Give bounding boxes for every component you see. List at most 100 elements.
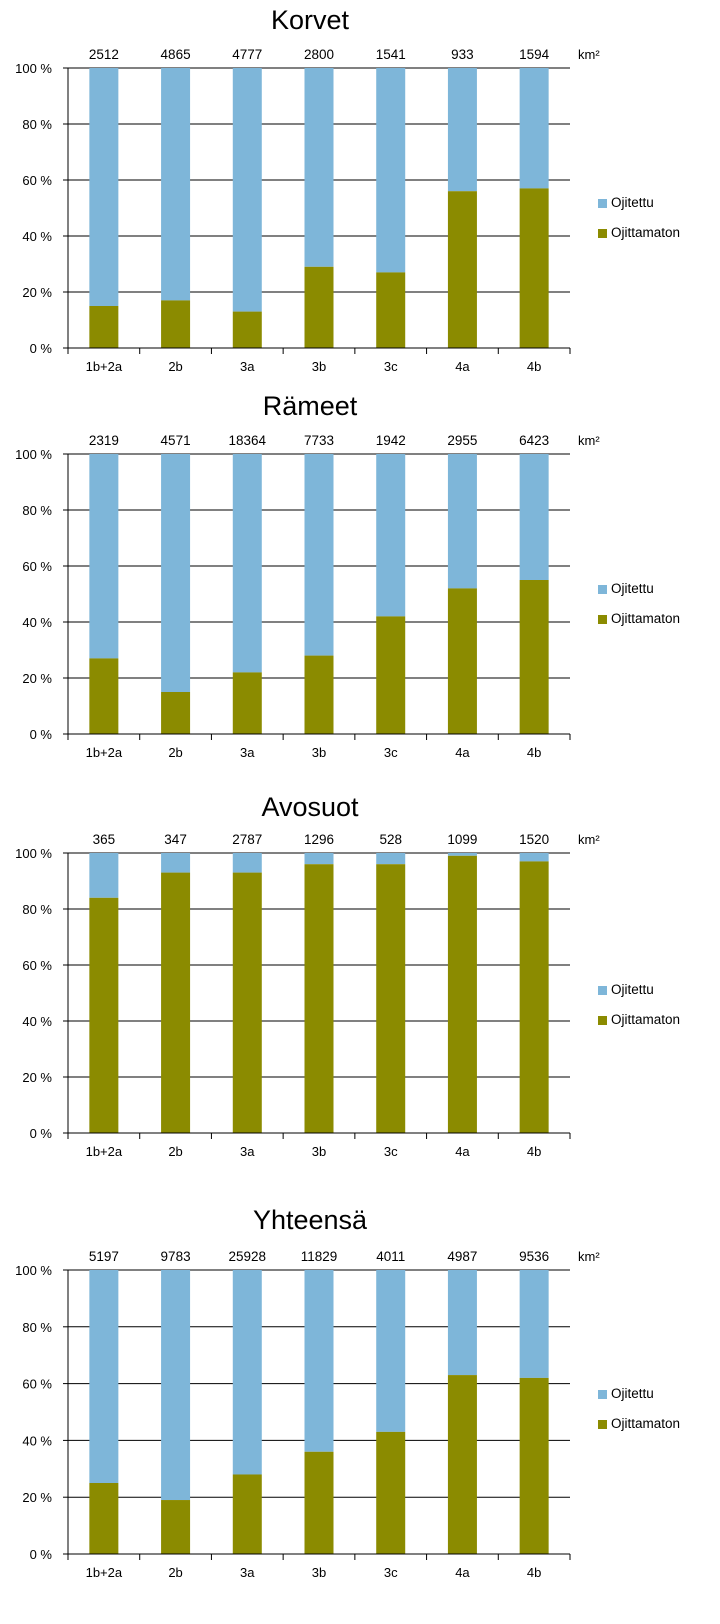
bar-segment-ojitettu <box>520 454 549 580</box>
y-tick-label: 100 % <box>15 447 52 462</box>
x-tick-label: 1b+2a <box>86 745 123 760</box>
x-tick-label: 1b+2a <box>86 359 123 374</box>
x-tick-label: 3a <box>240 745 255 760</box>
legend-swatch-ojittamaton <box>598 615 607 624</box>
bar-segment-ojittamaton <box>376 864 405 1133</box>
bar-segment-ojittamaton <box>89 306 118 348</box>
x-tick-label: 4b <box>527 1144 541 1159</box>
legend-item-ojittamaton: Ojittamaton <box>598 1005 680 1035</box>
bar-segment-ojittamaton <box>448 588 477 734</box>
x-tick-label: 3a <box>240 1144 255 1159</box>
bar-segment-ojittamaton <box>89 658 118 734</box>
x-tick-label: 3c <box>384 1144 398 1159</box>
x-tick-label: 2b <box>168 745 182 760</box>
total-label: 4011 <box>376 1249 405 1264</box>
legend-item-ojitettu: Ojitettu <box>598 1379 680 1409</box>
chart-panel-yhteensa: Yhteensä 0 % 20 % 40 % 60 % 80 % 100 % 1b+2a 51… <box>0 1192 720 1624</box>
y-tick-label: 80 % <box>22 1320 52 1335</box>
bar-segment-ojitettu <box>305 1270 334 1452</box>
total-label: 1594 <box>519 47 550 62</box>
bar-segment-ojitettu <box>448 853 477 856</box>
y-tick-label: 80 % <box>22 902 52 917</box>
bar-segment-ojittamaton <box>161 300 190 348</box>
legend-label: Ojitettu <box>611 574 654 604</box>
y-tick-label: 40 % <box>22 229 52 244</box>
y-tick-label: 80 % <box>22 117 52 132</box>
legend-label: Ojitettu <box>611 188 654 218</box>
bar-segment-ojittamaton <box>89 1483 118 1554</box>
x-tick-label: 3b <box>312 1565 326 1580</box>
legend-swatch-ojittamaton <box>598 229 607 238</box>
total-label: 7733 <box>304 433 334 448</box>
x-tick-label: 4a <box>455 1565 470 1580</box>
y-tick-label: 60 % <box>22 173 52 188</box>
legend-item-ojitettu: Ojitettu <box>598 574 680 604</box>
y-tick-label: 100 % <box>15 61 52 76</box>
bar-segment-ojitettu <box>161 1270 190 1500</box>
bar-segment-ojitettu <box>448 68 477 191</box>
y-tick-label: 40 % <box>22 1014 52 1029</box>
total-label: 2512 <box>89 47 119 62</box>
bar-segment-ojittamaton <box>448 1375 477 1554</box>
total-label: 1296 <box>304 832 334 847</box>
bar-segment-ojittamaton <box>448 856 477 1133</box>
legend-label: Ojittamaton <box>611 218 680 248</box>
bar-segment-ojitettu <box>161 853 190 873</box>
legend-label: Ojittamaton <box>611 1409 680 1439</box>
x-tick-label: 3a <box>240 1565 255 1580</box>
unit-label: km² <box>578 832 600 847</box>
legend-item-ojittamaton: Ojittamaton <box>598 1409 680 1439</box>
legend-item-ojittamaton: Ojittamaton <box>598 604 680 634</box>
bar-segment-ojitettu <box>520 853 549 861</box>
y-tick-label: 60 % <box>22 559 52 574</box>
legend-item-ojitettu: Ojitettu <box>598 188 680 218</box>
bar-segment-ojittamaton <box>305 864 334 1133</box>
bar-segment-ojitettu <box>89 454 118 658</box>
total-label: 6423 <box>519 433 549 448</box>
bar-segment-ojittamaton <box>233 672 262 734</box>
legend-label: Ojittamaton <box>611 1005 680 1035</box>
legend-swatch-ojittamaton <box>598 1420 607 1429</box>
legend-label: Ojitettu <box>611 1379 654 1409</box>
legend: Ojitettu Ojittamaton <box>598 975 680 1035</box>
bar-segment-ojitettu <box>448 454 477 588</box>
total-label: 4987 <box>447 1249 477 1264</box>
total-label: 4865 <box>161 47 191 62</box>
bar-segment-ojitettu <box>161 68 190 300</box>
x-tick-label: 3c <box>384 359 398 374</box>
x-tick-label: 2b <box>168 1565 182 1580</box>
total-label: 2787 <box>232 832 262 847</box>
bar-segment-ojittamaton <box>376 616 405 734</box>
bar-segment-ojitettu <box>520 1270 549 1378</box>
total-label: 25928 <box>229 1249 267 1264</box>
y-tick-label: 0 % <box>30 341 53 356</box>
x-tick-label: 3a <box>240 359 255 374</box>
y-tick-label: 60 % <box>22 1377 52 1392</box>
legend-swatch-ojitettu <box>598 585 607 594</box>
x-tick-label: 4a <box>455 745 470 760</box>
bar-segment-ojittamaton <box>161 1500 190 1554</box>
x-tick-label: 1b+2a <box>86 1144 123 1159</box>
bar-segment-ojittamaton <box>305 267 334 348</box>
legend-label: Ojittamaton <box>611 604 680 634</box>
bar-segment-ojitettu <box>233 853 262 873</box>
bar-segment-ojittamaton <box>376 272 405 348</box>
bar-segment-ojitettu <box>233 1270 262 1474</box>
y-tick-label: 20 % <box>22 671 52 686</box>
total-label: 933 <box>451 47 474 62</box>
total-label: 2800 <box>304 47 334 62</box>
y-tick-label: 20 % <box>22 1490 52 1505</box>
total-label: 1520 <box>519 832 549 847</box>
total-label: 4777 <box>232 47 262 62</box>
x-tick-label: 4b <box>527 359 541 374</box>
bar-segment-ojitettu <box>376 68 405 272</box>
total-label: 528 <box>379 832 402 847</box>
total-label: 4571 <box>161 433 191 448</box>
bar-segment-ojittamaton <box>161 873 190 1133</box>
bar-segment-ojittamaton <box>520 861 549 1133</box>
legend-swatch-ojitettu <box>598 986 607 995</box>
bar-segment-ojittamaton <box>161 692 190 734</box>
total-label: 1942 <box>376 433 406 448</box>
x-tick-label: 3c <box>384 1565 398 1580</box>
bar-segment-ojitettu <box>89 853 118 898</box>
